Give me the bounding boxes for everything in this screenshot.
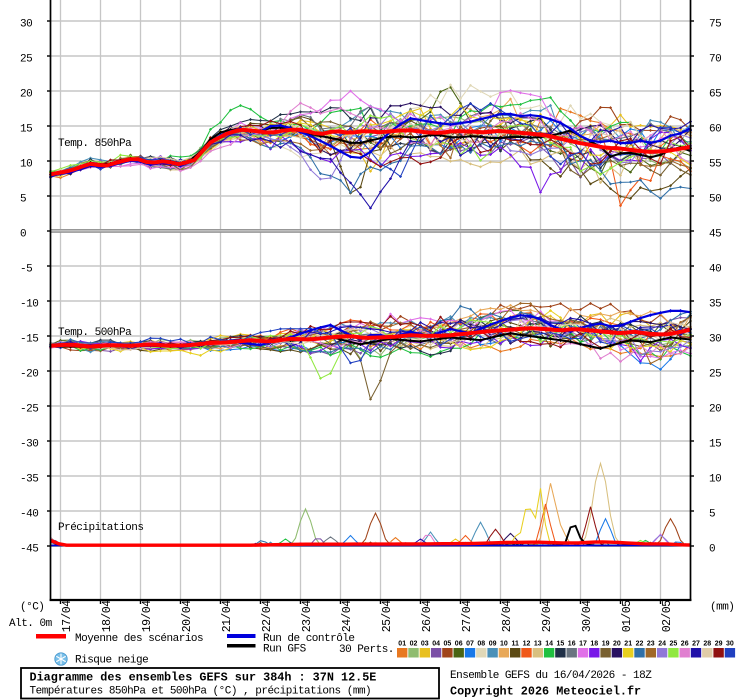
svg-text:21: 21 bbox=[624, 640, 632, 647]
svg-text:-40: -40 bbox=[20, 509, 38, 521]
svg-text:35: 35 bbox=[709, 299, 721, 311]
svg-text:15: 15 bbox=[20, 124, 32, 136]
svg-text:10: 10 bbox=[709, 474, 721, 486]
svg-text:Risque neige: Risque neige bbox=[75, 655, 148, 667]
svg-text:02/05: 02/05 bbox=[661, 600, 674, 632]
svg-text:-15: -15 bbox=[20, 334, 38, 346]
svg-text:04: 04 bbox=[432, 640, 440, 647]
svg-text:22: 22 bbox=[636, 640, 644, 647]
svg-text:10: 10 bbox=[20, 159, 32, 171]
svg-text:Températures 850hPa et 500hPa: Températures 850hPa et 500hPa (°C) , pré… bbox=[30, 686, 372, 698]
svg-text:02: 02 bbox=[410, 640, 418, 647]
svg-text:28: 28 bbox=[703, 640, 711, 647]
svg-text:30: 30 bbox=[709, 334, 721, 346]
svg-text:Précipitations: Précipitations bbox=[58, 522, 143, 534]
svg-text:25: 25 bbox=[709, 369, 721, 381]
svg-text:0: 0 bbox=[20, 229, 26, 241]
svg-text:15: 15 bbox=[709, 439, 721, 451]
svg-text:22/04: 22/04 bbox=[261, 600, 274, 632]
svg-text:-35: -35 bbox=[20, 474, 38, 486]
svg-text:25: 25 bbox=[670, 640, 678, 647]
svg-text:29: 29 bbox=[715, 640, 723, 647]
svg-text:01/05: 01/05 bbox=[621, 600, 634, 632]
svg-text:-30: -30 bbox=[20, 439, 38, 451]
svg-text:Diagramme des ensembles GEFS s: Diagramme des ensembles GEFS sur 384h : … bbox=[30, 671, 377, 685]
svg-text:09: 09 bbox=[489, 640, 497, 647]
svg-text:Run de contrôle: Run de contrôle bbox=[263, 633, 355, 645]
svg-text:16: 16 bbox=[568, 640, 576, 647]
svg-text:03: 03 bbox=[421, 640, 429, 647]
svg-text:05: 05 bbox=[444, 640, 452, 647]
svg-text:(mm): (mm) bbox=[710, 602, 734, 614]
svg-text:21/04: 21/04 bbox=[221, 600, 234, 632]
svg-text:20: 20 bbox=[20, 89, 32, 101]
svg-text:Ensemble GEFS du 16/04/2026 -: Ensemble GEFS du 16/04/2026 - 18Z bbox=[450, 670, 652, 682]
svg-text:30 Perts.: 30 Perts. bbox=[339, 644, 394, 656]
svg-text:50: 50 bbox=[709, 194, 721, 206]
svg-text:26/04: 26/04 bbox=[421, 600, 434, 632]
svg-text:18/04: 18/04 bbox=[101, 600, 114, 632]
svg-text:20: 20 bbox=[709, 404, 721, 416]
svg-text:55: 55 bbox=[709, 159, 721, 171]
svg-text:11: 11 bbox=[511, 640, 519, 647]
svg-text:01: 01 bbox=[398, 640, 406, 647]
svg-text:25/04: 25/04 bbox=[381, 600, 394, 632]
svg-text:20/04: 20/04 bbox=[181, 600, 194, 632]
svg-text:29/04: 29/04 bbox=[541, 600, 554, 632]
svg-text:60: 60 bbox=[709, 124, 721, 136]
svg-text:Run GFS: Run GFS bbox=[263, 644, 307, 656]
svg-text:27: 27 bbox=[692, 640, 700, 647]
svg-text:Temp. 850hPa: Temp. 850hPa bbox=[58, 138, 132, 150]
svg-text:Temp. 500hPa: Temp. 500hPa bbox=[58, 327, 132, 339]
svg-text:65: 65 bbox=[709, 89, 721, 101]
svg-text:Moyenne des scénarios: Moyenne des scénarios bbox=[75, 633, 203, 645]
svg-text:0: 0 bbox=[709, 544, 715, 556]
svg-text:5: 5 bbox=[20, 194, 26, 206]
svg-text:75: 75 bbox=[709, 19, 721, 31]
svg-text:24: 24 bbox=[658, 640, 666, 647]
svg-text:23/04: 23/04 bbox=[301, 600, 314, 632]
svg-text:5: 5 bbox=[709, 509, 715, 521]
svg-text:Alt. 0m: Alt. 0m bbox=[9, 618, 53, 630]
svg-text:-45: -45 bbox=[20, 544, 38, 556]
svg-text:15: 15 bbox=[557, 640, 565, 647]
svg-text:-25: -25 bbox=[20, 404, 38, 416]
svg-text:30: 30 bbox=[20, 19, 32, 31]
svg-text:12: 12 bbox=[523, 640, 531, 647]
svg-text:10: 10 bbox=[500, 640, 508, 647]
svg-text:(°C): (°C) bbox=[20, 602, 44, 614]
svg-text:40: 40 bbox=[709, 264, 721, 276]
svg-text:08: 08 bbox=[477, 640, 485, 647]
svg-text:19/04: 19/04 bbox=[141, 600, 154, 632]
svg-text:26: 26 bbox=[681, 640, 689, 647]
svg-text:30: 30 bbox=[726, 640, 734, 647]
svg-text:18: 18 bbox=[590, 640, 598, 647]
svg-text:70: 70 bbox=[709, 54, 721, 66]
svg-text:28/04: 28/04 bbox=[501, 600, 514, 632]
svg-text:23: 23 bbox=[647, 640, 655, 647]
svg-text:45: 45 bbox=[709, 229, 721, 241]
svg-text:17/04: 17/04 bbox=[61, 600, 74, 632]
svg-text:13: 13 bbox=[534, 640, 542, 647]
svg-text:07: 07 bbox=[466, 640, 474, 647]
svg-text:-10: -10 bbox=[20, 299, 38, 311]
svg-text:06: 06 bbox=[455, 640, 463, 647]
svg-text:-20: -20 bbox=[20, 369, 38, 381]
svg-text:Copyright 2026 Meteociel.fr: Copyright 2026 Meteociel.fr bbox=[450, 685, 641, 699]
svg-text:14: 14 bbox=[545, 640, 553, 647]
svg-text:24/04: 24/04 bbox=[341, 600, 354, 632]
svg-text:17: 17 bbox=[579, 640, 587, 647]
svg-text:20: 20 bbox=[613, 640, 621, 647]
svg-text:-5: -5 bbox=[20, 264, 32, 276]
svg-text:27/04: 27/04 bbox=[461, 600, 474, 632]
svg-text:25: 25 bbox=[20, 54, 32, 66]
svg-text:19: 19 bbox=[602, 640, 610, 647]
svg-text:30/04: 30/04 bbox=[581, 600, 594, 632]
